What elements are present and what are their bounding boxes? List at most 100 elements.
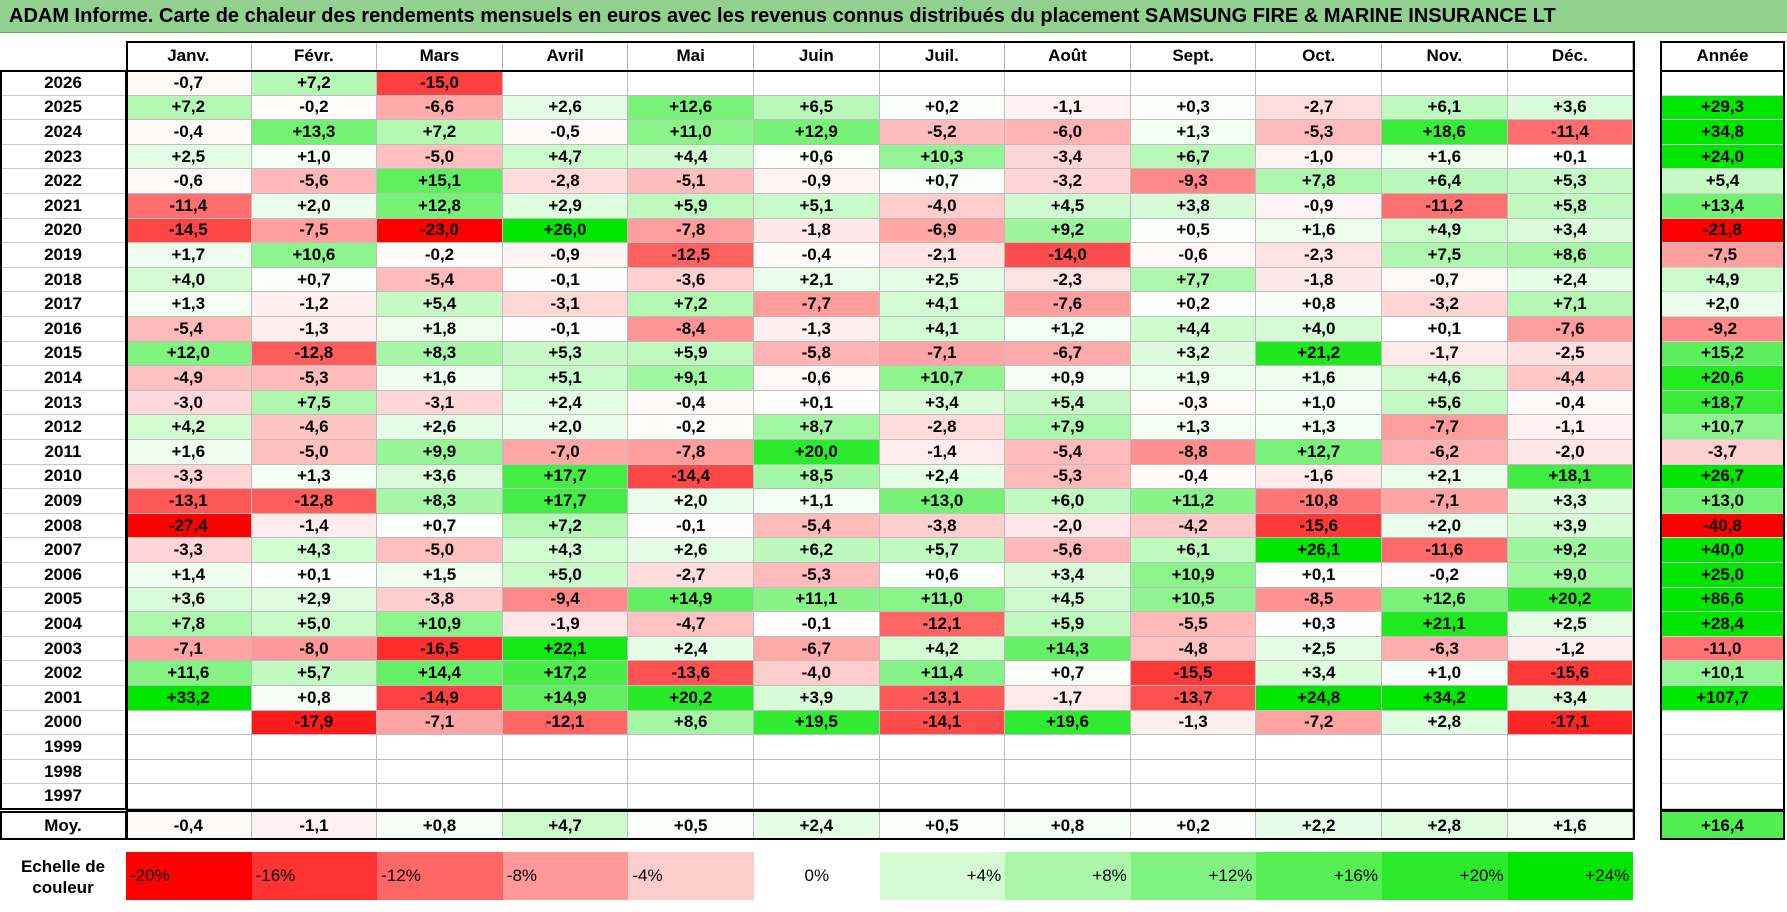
- year-label: 2003: [0, 637, 126, 662]
- heatmap-cell: +0,7: [879, 169, 1006, 194]
- annual-cell: +13,4: [1660, 194, 1785, 219]
- heatmap-cell: -5,6: [251, 169, 378, 194]
- heatmap-cell: +3,9: [1507, 513, 1634, 539]
- year-label: 2021: [0, 194, 126, 219]
- heatmap-cell: -0,9: [502, 243, 629, 268]
- heatmap-cell: -3,3: [126, 538, 252, 563]
- annual-cell: -7,5: [1660, 243, 1785, 268]
- year-label: 2004: [0, 612, 126, 637]
- month-header: Nov.: [1382, 41, 1508, 71]
- heatmap-cell: +20,2: [1507, 587, 1634, 613]
- heatmap-cell: [879, 784, 1006, 809]
- heatmap-cell: +1,0: [1382, 661, 1508, 686]
- heatmap-cell: -5,0: [377, 144, 503, 170]
- scale-step: +8%: [1005, 852, 1131, 900]
- average-cell: +2,2: [1256, 812, 1382, 839]
- heatmap-cell: -17,9: [251, 710, 378, 736]
- heatmap-cell: -1,7: [1382, 341, 1508, 367]
- heatmap-cell: [754, 735, 880, 760]
- heatmap-cell: +2,4: [502, 390, 629, 416]
- heatmap-cell: +17,7: [502, 489, 629, 514]
- heatmap-cell: +2,0: [628, 489, 754, 514]
- annual-cell: +10,1: [1660, 661, 1785, 686]
- heatmap-cell: +8,6: [1507, 243, 1634, 268]
- heatmap-cell: -1,2: [1507, 636, 1634, 662]
- heatmap-cell: +7,2: [377, 120, 503, 145]
- heatmap-cell: +1,5: [377, 563, 503, 588]
- heatmap-cell: +4,5: [1005, 194, 1131, 219]
- heatmap-cell: +22,1: [502, 636, 629, 662]
- heatmap-cell: +8,6: [628, 710, 754, 736]
- heatmap-cell: -2,3: [1005, 267, 1131, 293]
- heatmap-cell: [628, 784, 754, 809]
- month-header: Sept.: [1131, 41, 1257, 71]
- heatmap-cell: +5,4: [1005, 390, 1131, 416]
- year-label: 2024: [0, 120, 126, 145]
- heatmap-cell: -5,4: [1005, 440, 1131, 465]
- heatmap-cell: +5,4: [377, 292, 503, 317]
- heatmap-cell: +13,0: [879, 489, 1006, 514]
- heatmap-cell: -8,5: [1256, 587, 1382, 613]
- year-label: 2019: [0, 243, 126, 268]
- annual-cell: [1660, 735, 1785, 760]
- heatmap-cell: -7,1: [377, 710, 503, 736]
- heatmap-cell: -12,8: [251, 489, 378, 514]
- annual-cell: [1660, 784, 1785, 809]
- average-cell: -1,1: [251, 812, 378, 839]
- average-cell: +0,5: [628, 812, 754, 839]
- scale-step: -8%: [502, 852, 629, 900]
- heatmap-cell: -0,6: [754, 366, 880, 391]
- scale-step: -4%: [628, 852, 754, 900]
- heatmap-cell: -1,1: [1507, 415, 1634, 440]
- heatmap-cell: +5,0: [502, 563, 629, 588]
- annual-cell: +28,4: [1660, 612, 1785, 637]
- heatmap-cell: -0,2: [377, 243, 503, 268]
- heatmap-cell: [1130, 735, 1257, 760]
- heatmap-cell: -5,3: [1256, 120, 1382, 145]
- heatmap-cell: +20,2: [628, 686, 754, 711]
- scale-step: -16%: [251, 852, 378, 900]
- heatmap-cell: +4,2: [126, 415, 252, 440]
- heatmap-cell: +5,3: [502, 341, 629, 367]
- annual-cell: +5,4: [1660, 169, 1785, 194]
- year-label: 2012: [0, 415, 126, 440]
- year-label: 2006: [0, 563, 126, 588]
- annual-cell: -11,0: [1660, 636, 1785, 662]
- heatmap-cell: -9,3: [1130, 169, 1257, 194]
- average-separator: [126, 809, 1636, 812]
- heatmap-cell: -6,2: [1382, 440, 1508, 465]
- heatmap-cell: -7,1: [1382, 489, 1508, 514]
- heatmap-cell: +11,1: [754, 587, 880, 613]
- heatmap-cell: -13,1: [879, 686, 1006, 711]
- heatmap-cell: +9,2: [1005, 218, 1131, 244]
- heatmap-cell: -1,3: [754, 317, 880, 342]
- month-header: Avril: [503, 41, 629, 71]
- heatmap-cell: -6,7: [754, 636, 880, 662]
- heatmap-cell: +1,2: [1005, 317, 1131, 342]
- heatmap-cell: [1256, 71, 1382, 96]
- annual-cell: [1660, 759, 1785, 785]
- average-cell: +2,8: [1382, 812, 1508, 839]
- heatmap-cell: +4,5: [1005, 587, 1131, 613]
- heatmap-cell: +4,6: [1382, 366, 1508, 391]
- year-label: 2001: [0, 686, 126, 711]
- heatmap-cell: +1,3: [1256, 415, 1382, 440]
- heatmap-cell: +4,2: [879, 636, 1006, 662]
- heatmap-cell: -0,2: [251, 95, 378, 121]
- heatmap-cell: +0,1: [251, 563, 378, 588]
- year-label: 1997: [0, 784, 126, 809]
- heatmap-cell: +1,8: [377, 317, 503, 342]
- heatmap-cell: -3,8: [879, 513, 1006, 539]
- heatmap-cell: +0,2: [879, 95, 1006, 121]
- scale-step: +24%: [1507, 852, 1634, 900]
- heatmap-cell: -0,9: [1256, 194, 1382, 219]
- heatmap-cell: +20,0: [754, 440, 880, 465]
- heatmap-cell: +2,5: [126, 144, 252, 170]
- heatmap-cell: -0,6: [1130, 243, 1257, 268]
- average-cell: +0,2: [1130, 812, 1257, 839]
- year-label: 2013: [0, 391, 126, 416]
- heatmap-cell: +5,9: [628, 194, 754, 219]
- heatmap-cell: +5,8: [1507, 194, 1634, 219]
- heatmap-cell: +12,6: [1382, 587, 1508, 613]
- heatmap-cell: +8,3: [377, 489, 503, 514]
